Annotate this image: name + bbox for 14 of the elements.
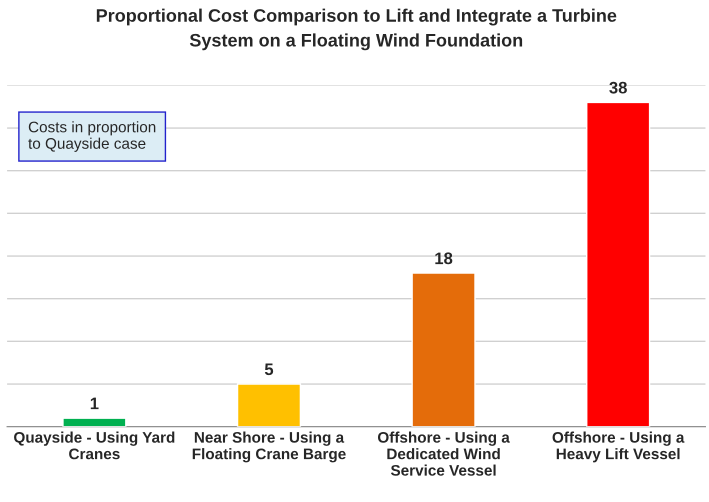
x-tick-label: Offshore - Using a Heavy Lift Vessel bbox=[552, 432, 684, 462]
bar bbox=[586, 102, 650, 427]
bar bbox=[62, 417, 127, 427]
data-label: 38 bbox=[609, 82, 627, 94]
x-tick-label: Offshore - Using a Dedicated Wind Service Vessel bbox=[378, 432, 510, 476]
bar bbox=[411, 272, 476, 427]
annotation: Costs in proportion to Quayside case bbox=[28, 121, 156, 152]
data-label: 1 bbox=[90, 398, 99, 410]
x-tick-label: Near Shore - Using a Floating Crane Barge bbox=[192, 432, 346, 462]
data-label: 5 bbox=[264, 364, 274, 376]
data-label: 18 bbox=[435, 252, 452, 264]
x-tick-label: Quayside - Using Yard Cranes bbox=[14, 432, 174, 460]
bar bbox=[236, 383, 302, 427]
chart-title: Proportional Cost Comparison to Lift and Integrate a Turbine System on a Floating Wind Foundation bbox=[96, 8, 616, 50]
